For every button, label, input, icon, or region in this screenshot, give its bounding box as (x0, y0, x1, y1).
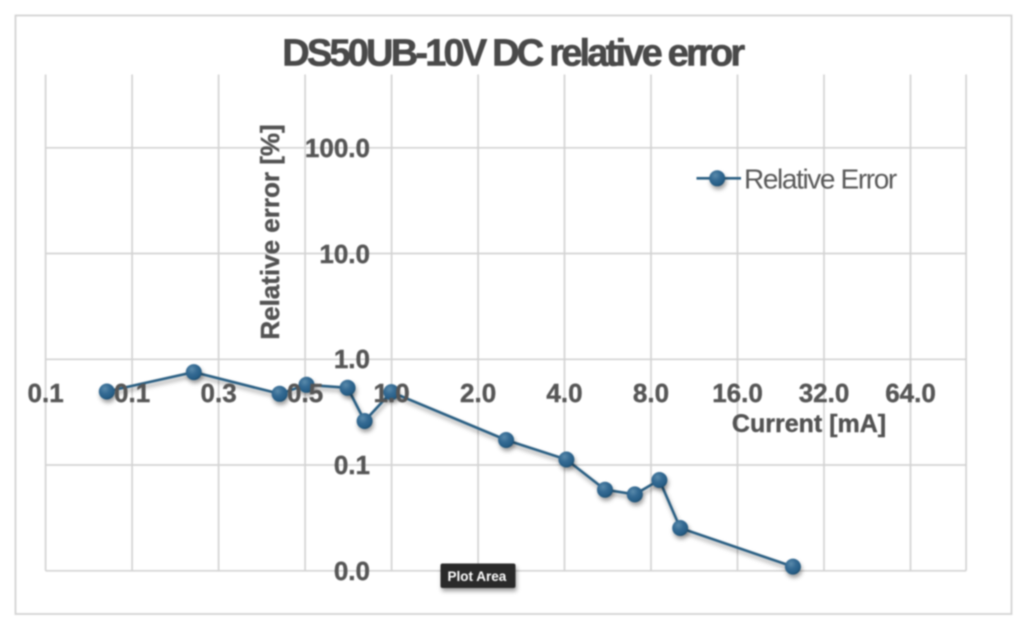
svg-text:0.5: 0.5 (287, 378, 323, 408)
svg-text:Relative Error: Relative Error (744, 164, 897, 195)
svg-text:Plot Area: Plot Area (448, 569, 507, 584)
svg-text:0.0: 0.0 (334, 556, 370, 586)
svg-text:0.1: 0.1 (28, 378, 64, 408)
svg-text:10.0: 10.0 (319, 239, 370, 269)
svg-text:4.0: 4.0 (546, 378, 582, 408)
svg-text:100.0: 100.0 (305, 133, 370, 163)
svg-text:DS50UB-10V DC relative error: DS50UB-10V DC relative error (282, 32, 745, 74)
svg-text:1.0: 1.0 (334, 344, 370, 374)
svg-text:1.0: 1.0 (374, 378, 410, 408)
svg-text:Current [mA]: Current [mA] (732, 410, 886, 438)
svg-text:64.0: 64.0 (885, 378, 936, 408)
svg-text:16.0: 16.0 (712, 378, 763, 408)
svg-text:Relative error [%]: Relative error [%] (255, 124, 285, 339)
svg-text:0.3: 0.3 (201, 378, 237, 408)
svg-text:0.1: 0.1 (334, 450, 370, 480)
svg-text:0.1: 0.1 (114, 378, 150, 408)
svg-text:32.0: 32.0 (799, 378, 850, 408)
svg-text:2.0: 2.0 (460, 378, 496, 408)
svg-text:8.0: 8.0 (633, 378, 669, 408)
